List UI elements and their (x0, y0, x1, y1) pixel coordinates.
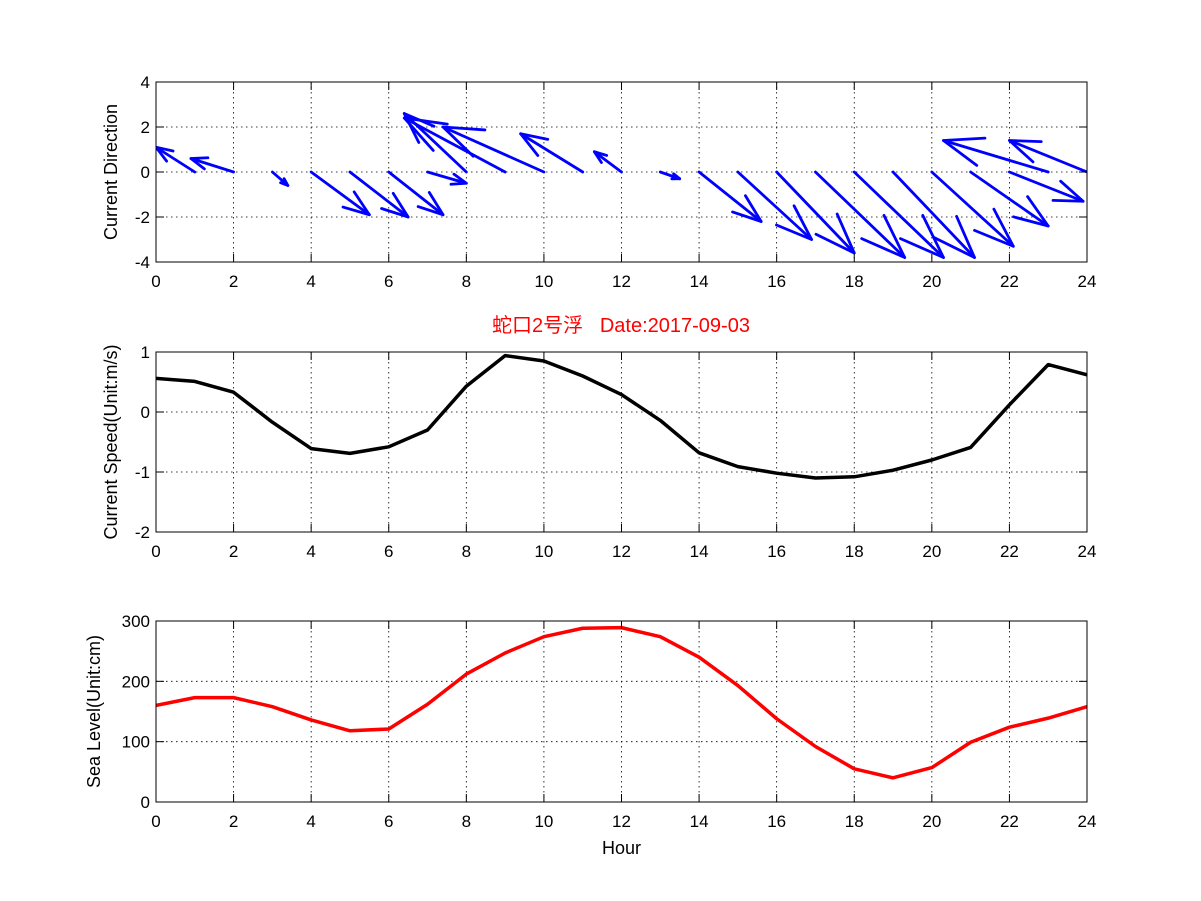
sea-level-ytick-label-2: 200 (122, 672, 150, 691)
current-speed-ylabel: Current Speed(Unit:m/s) (101, 344, 121, 539)
sea-level-xtick-label-2: 4 (306, 812, 315, 831)
current-vector-8 (402, 116, 507, 174)
sea-level-xtick-label-0: 0 (151, 812, 160, 831)
current-vector-0 (156, 145, 197, 174)
current-vector-22 (942, 136, 1050, 174)
current-vector-5 (387, 170, 445, 217)
sea-level-ytick-label-0: 0 (141, 793, 150, 812)
sea-level-xtick-label-4: 8 (462, 812, 471, 831)
current-direction-xtick-label-10: 20 (922, 272, 941, 291)
current-vector-17 (852, 170, 945, 259)
sea-level-xtick-label-3: 6 (384, 812, 393, 831)
current-vector-12 (658, 170, 682, 181)
current-speed-xtick-label-11: 22 (1000, 542, 1019, 561)
sea-level-ytick-label-3: 300 (122, 612, 150, 631)
sea-level-xtick-label-12: 24 (1078, 812, 1097, 831)
current-vector-2 (270, 170, 290, 187)
current-speed-data-layer (156, 353, 1087, 480)
current-vector-14 (736, 170, 813, 241)
current-vector-9 (441, 125, 546, 174)
current-direction-ytick-label-3: 2 (141, 118, 150, 137)
current-speed-xtick-label-6: 12 (612, 542, 631, 561)
sea-level-xlabel: Hour (602, 838, 641, 858)
current-speed-xtick-label-1: 2 (229, 542, 238, 561)
sea-level-ylabel: Sea Level(Unit:cm) (84, 635, 104, 788)
current-vector-3 (309, 170, 371, 217)
current-vector-21 (1008, 170, 1085, 203)
figure-title: 蛇口2号浮 Date:2017-09-03 (492, 314, 750, 337)
current-direction-ylabel: Current Direction (101, 104, 121, 240)
current-vector-20 (969, 170, 1050, 228)
current-speed-xtick-label-9: 18 (845, 542, 864, 561)
current-direction-xtick-label-8: 16 (767, 272, 786, 291)
current-vector-6 (426, 170, 468, 186)
current-vector-16 (814, 170, 907, 259)
current-speed-xtick-label-4: 8 (462, 542, 471, 561)
sea-level-xtick-label-9: 18 (845, 812, 864, 831)
current-direction-ytick-label-2: 0 (141, 163, 150, 182)
current-speed-xtick-label-10: 20 (922, 542, 941, 561)
current-speed-ytick-label-0: -2 (135, 523, 150, 542)
current-speed-xtick-label-3: 6 (384, 542, 393, 561)
sea-level-xtick-label-8: 16 (767, 812, 786, 831)
current-vector-4 (348, 170, 410, 219)
current-speed-xtick-label-5: 10 (534, 542, 553, 561)
current-direction-xtick-label-3: 6 (384, 272, 393, 291)
current-speed-ytick-label-1: -1 (135, 463, 150, 482)
current-vector-13 (697, 170, 763, 223)
current-speed-xtick-label-12: 24 (1078, 542, 1097, 561)
current-vector-1 (189, 156, 235, 174)
current-speed-ytick-label-2: 0 (141, 403, 150, 422)
sea-level-xtick-label-6: 12 (612, 812, 631, 831)
sea-level-xtick-label-7: 14 (690, 812, 709, 831)
current-direction-data-layer (156, 112, 1087, 259)
sea-level-ytick-label-1: 100 (122, 733, 150, 752)
current-direction-xtick-label-6: 12 (612, 272, 631, 291)
current-speed-xtick-label-0: 0 (151, 542, 160, 561)
current-speed-xtick-label-2: 4 (306, 542, 315, 561)
current-direction-xtick-label-12: 24 (1078, 272, 1097, 291)
current-speed-xtick-label-7: 14 (690, 542, 709, 561)
sea-level-xtick-label-10: 20 (922, 812, 941, 831)
current-vector-15 (775, 170, 856, 255)
current-direction-xtick-label-1: 2 (229, 272, 238, 291)
current-vector-10 (519, 132, 585, 174)
current-direction-ytick-label-0: -4 (135, 253, 150, 272)
sea-level-xtick-label-1: 2 (229, 812, 238, 831)
current-vector-18 (891, 170, 976, 259)
sea-level-xtick-label-11: 22 (1000, 812, 1019, 831)
current-direction-xtick-label-5: 10 (534, 272, 553, 291)
current-speed-xtick-label-8: 16 (767, 542, 786, 561)
current-direction-ytick-label-1: -2 (135, 208, 150, 227)
current-direction-xtick-label-9: 18 (845, 272, 864, 291)
sea-level-xtick-label-5: 10 (534, 812, 553, 831)
current-vector-11 (592, 150, 623, 174)
current-direction-xtick-label-11: 22 (1000, 272, 1019, 291)
current-direction-xtick-label-0: 0 (151, 272, 160, 291)
current-speed-ytick-label-3: 1 (141, 343, 150, 362)
current-direction-xtick-label-2: 4 (306, 272, 315, 291)
current-vector-23 (1008, 139, 1087, 174)
current-direction-xtick-label-4: 8 (462, 272, 471, 291)
current-vector-19 (930, 170, 1015, 248)
current-direction-ytick-label-4: 4 (141, 73, 150, 92)
current-direction-xtick-label-7: 14 (690, 272, 709, 291)
